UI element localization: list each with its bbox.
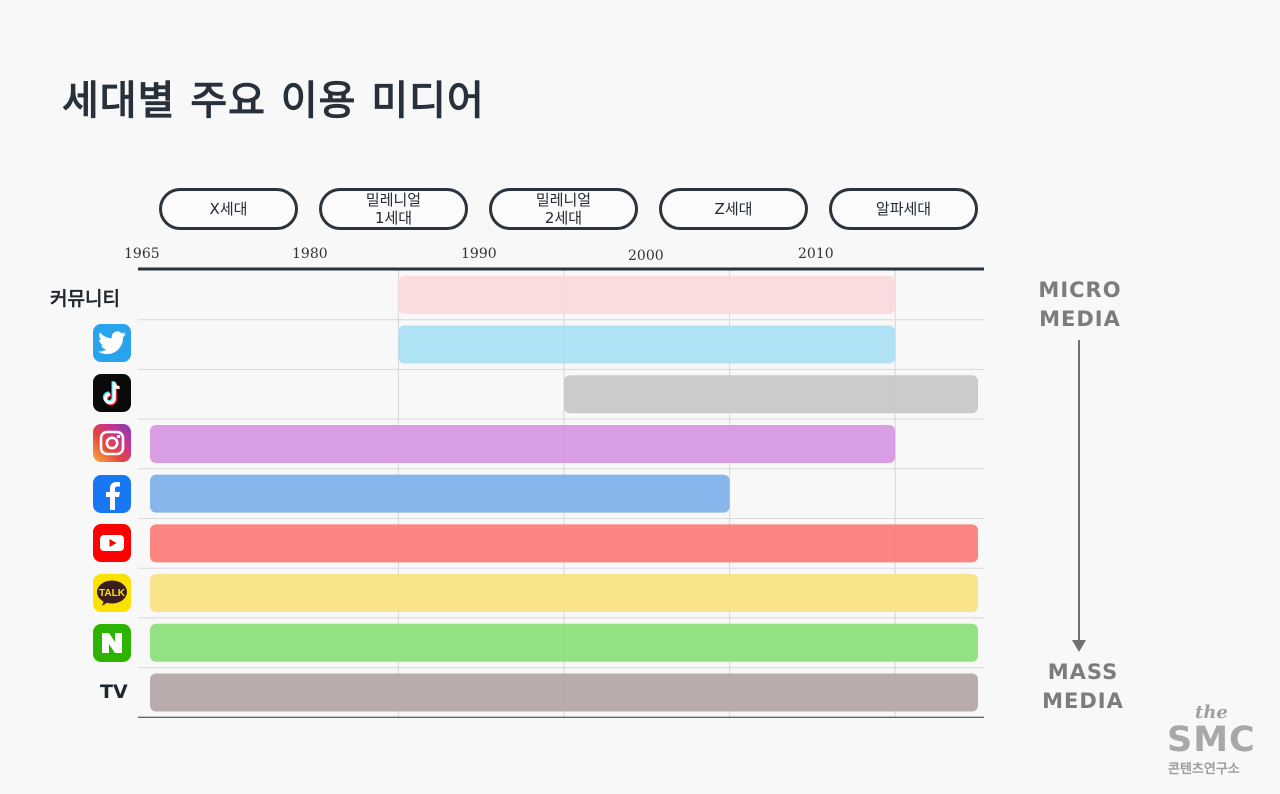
- bar: [150, 474, 730, 513]
- logo-the: the: [1195, 702, 1228, 723]
- micro-media-label: MICRO MEDIA: [1038, 278, 1122, 331]
- tiktok-icon: [93, 374, 131, 412]
- twitter-icon: [93, 324, 131, 362]
- x-tick-label: 2000: [628, 248, 664, 264]
- logo-subtitle: 콘텐츠연구소: [1168, 762, 1240, 777]
- x-tick-label: 1980: [292, 246, 328, 262]
- bar: [150, 524, 978, 563]
- generation-millennial-2: 밀레니얼 2세대: [489, 188, 638, 230]
- page-title: 세대별 주요 이용 미디어: [62, 78, 485, 124]
- kakaotalk-icon: TALK: [93, 574, 131, 612]
- bar: [150, 574, 978, 613]
- bar: [150, 623, 978, 662]
- generation-millennial-1: 밀레니얼 1세대: [319, 188, 468, 230]
- bar: [564, 375, 978, 414]
- x-tick-label: 1990: [461, 246, 497, 262]
- row-label-community: 커뮤니티: [50, 288, 120, 310]
- mass-media-label: MASS MEDIA: [1042, 660, 1124, 713]
- bar: [398, 325, 896, 364]
- logo-smc: SMC: [1167, 720, 1256, 760]
- naver-icon: [93, 624, 131, 662]
- row-label-tv: TV: [100, 681, 128, 703]
- youtube-icon: [93, 524, 131, 562]
- bar: [150, 424, 896, 463]
- generation-x: X세대: [159, 188, 298, 230]
- bar: [398, 275, 896, 314]
- bar: [150, 673, 978, 712]
- x-tick-label: 1965: [124, 246, 160, 262]
- down-arrow-icon: [1072, 340, 1086, 652]
- facebook-icon: [93, 475, 131, 513]
- x-tick-label: 2010: [798, 246, 834, 262]
- generation-z: Z세대: [659, 188, 808, 230]
- generation-alpha: 알파세대: [829, 188, 978, 230]
- instagram-icon: [93, 424, 131, 462]
- svg-text:TALK: TALK: [99, 588, 126, 599]
